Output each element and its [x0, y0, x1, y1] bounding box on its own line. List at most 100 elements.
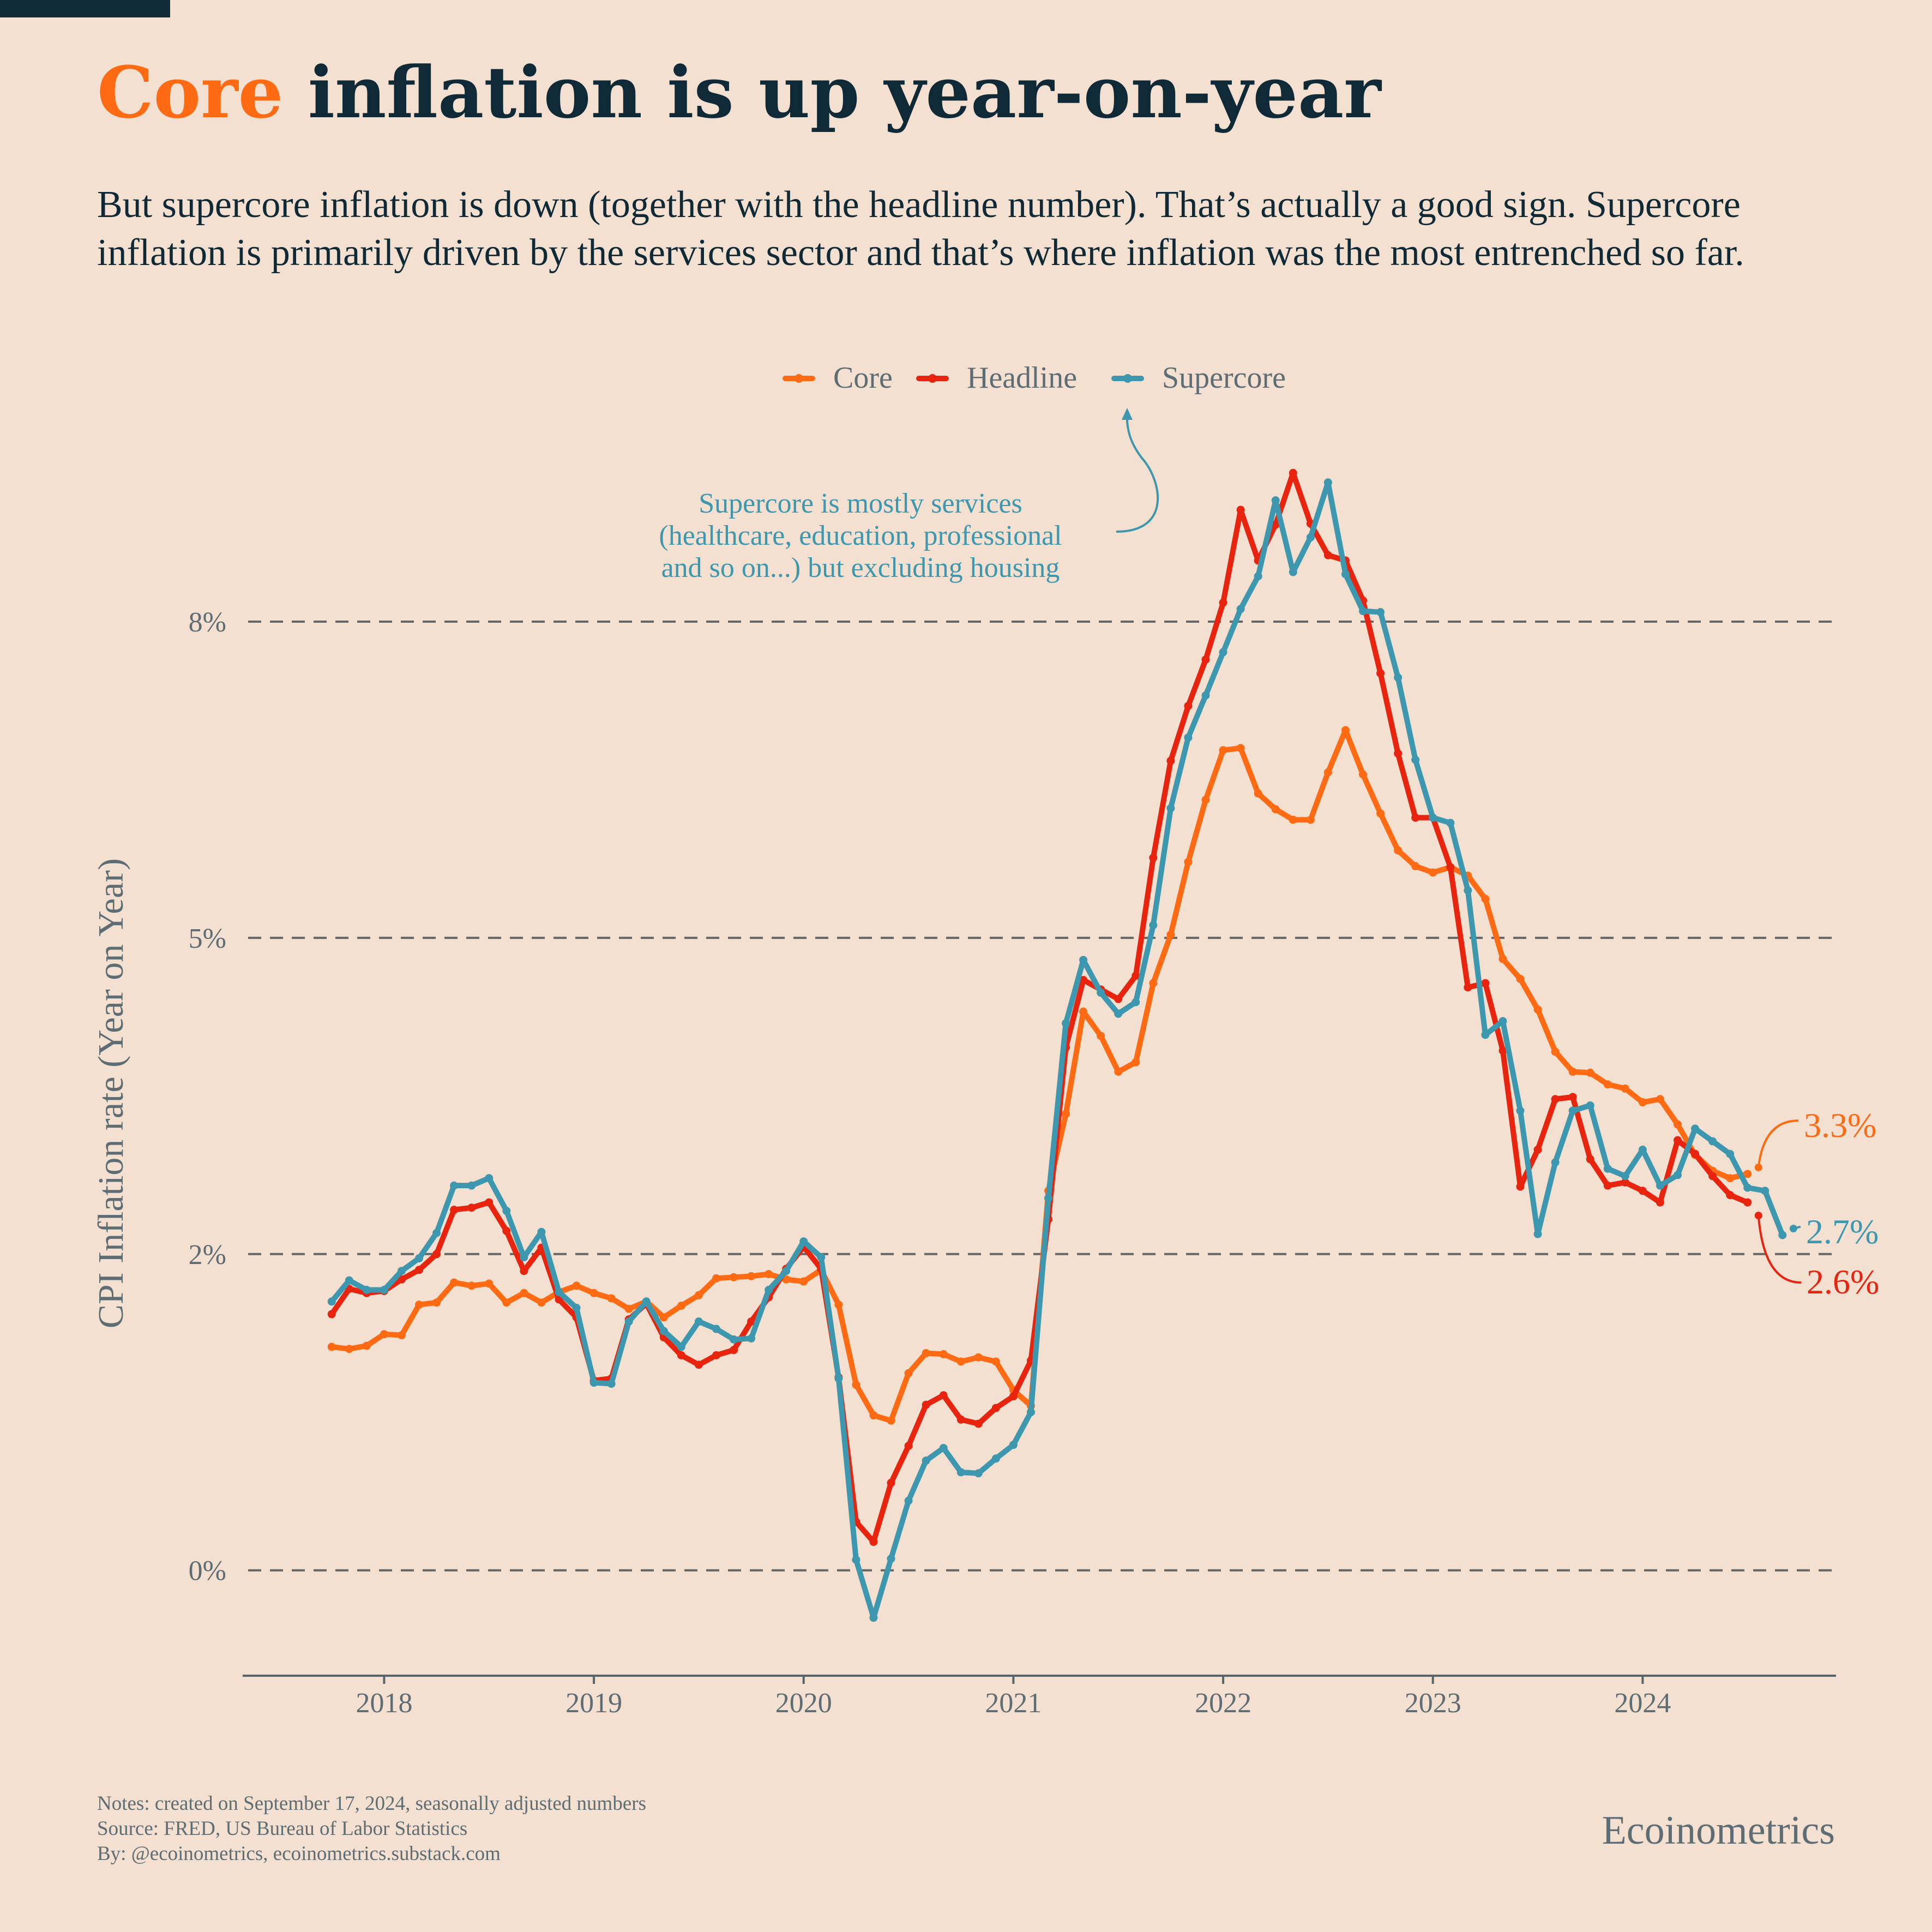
- data-point-core: [520, 1289, 528, 1297]
- data-point-supercore: [1551, 1158, 1560, 1167]
- data-point-headline: [1131, 971, 1140, 980]
- data-point-headline: [956, 1415, 965, 1424]
- data-point-supercore: [1568, 1106, 1577, 1115]
- data-point-core: [1149, 979, 1158, 988]
- data-point-core: [1638, 1098, 1647, 1106]
- data-point-supercore: [1044, 1194, 1053, 1202]
- data-point-core: [922, 1349, 930, 1357]
- data-point-supercore: [1079, 955, 1088, 964]
- x-tick-labels: 2018 2019 2020 2021 2022 2023 2024: [356, 1676, 1671, 1719]
- series-lines: [327, 468, 1787, 1622]
- data-point-supercore: [1114, 1009, 1123, 1018]
- data-point-supercore: [1761, 1187, 1770, 1195]
- data-point-headline: [432, 1250, 441, 1259]
- end-arrow-head-headline: [1754, 1212, 1762, 1220]
- data-point-core: [1166, 930, 1175, 939]
- data-point-headline: [1498, 1046, 1507, 1055]
- data-point-supercore: [991, 1454, 1000, 1463]
- title-highlight: Core: [97, 51, 284, 134]
- data-point-supercore: [956, 1468, 965, 1477]
- y-tick-label: 0%: [189, 1556, 226, 1587]
- data-point-core: [1184, 858, 1193, 866]
- data-point-headline: [397, 1275, 406, 1284]
- data-point-supercore: [1638, 1145, 1647, 1154]
- data-point-supercore: [1481, 1031, 1490, 1039]
- top-accent-bar: [0, 0, 170, 17]
- data-point-core: [712, 1274, 720, 1283]
- y-tick-label: 8%: [189, 607, 226, 638]
- data-point-core: [1603, 1080, 1612, 1089]
- x-tick-label: 2024: [1614, 1688, 1671, 1719]
- data-point-core: [765, 1270, 773, 1279]
- data-point-core: [415, 1301, 424, 1309]
- data-point-headline: [1394, 749, 1403, 758]
- y-tick-labels: 0% 2% 5% 8%: [189, 607, 226, 1587]
- data-point-supercore: [1533, 1230, 1542, 1238]
- data-point-headline: [1079, 976, 1088, 984]
- data-point-supercore: [1289, 568, 1297, 576]
- data-point-core: [747, 1272, 756, 1280]
- data-point-core: [1411, 862, 1420, 870]
- data-point-supercore: [1131, 998, 1140, 1007]
- legend: Core Headline Supercore: [783, 361, 1286, 395]
- data-point-headline: [1411, 814, 1420, 822]
- data-point-supercore: [922, 1456, 930, 1465]
- data-point-core: [432, 1298, 441, 1307]
- data-point-core: [834, 1301, 843, 1309]
- series-supercore: [327, 478, 1787, 1622]
- data-point-core: [467, 1281, 476, 1290]
- data-point-headline: [1323, 551, 1332, 559]
- legend-label-core: Core: [833, 361, 893, 395]
- x-tick-label: 2021: [985, 1688, 1042, 1719]
- data-point-headline: [1533, 1145, 1542, 1154]
- data-point-core: [1114, 1067, 1123, 1076]
- series-line-supercore: [329, 479, 1785, 1621]
- x-tick-label: 2023: [1405, 1688, 1461, 1719]
- data-point-core: [799, 1277, 808, 1286]
- data-point-supercore: [1097, 988, 1105, 997]
- data-point-core: [1516, 974, 1525, 983]
- data-point-core: [1551, 1048, 1560, 1056]
- data-point-headline: [450, 1206, 459, 1214]
- data-point-supercore: [694, 1317, 703, 1326]
- data-point-core: [450, 1278, 459, 1287]
- annotation-line: (healthcare, education, professional: [659, 520, 1062, 551]
- data-point-core: [1621, 1084, 1629, 1093]
- data-point-core: [397, 1331, 406, 1340]
- data-point-supercore: [730, 1335, 738, 1344]
- data-point-core: [1498, 955, 1507, 964]
- data-point-supercore: [765, 1286, 773, 1295]
- data-point-core: [1079, 1007, 1088, 1016]
- data-point-headline: [747, 1317, 756, 1326]
- byline-text: By: @ecoinometrics, ecoinometrics.substa…: [97, 1843, 501, 1865]
- data-point-supercore: [852, 1555, 860, 1564]
- data-point-headline: [1551, 1095, 1560, 1104]
- data-point-supercore: [1026, 1408, 1035, 1417]
- data-point-core: [1674, 1120, 1682, 1129]
- data-point-core: [1236, 744, 1245, 753]
- data-point-supercore: [362, 1286, 371, 1295]
- data-point-core: [1394, 846, 1403, 854]
- data-point-headline: [1621, 1178, 1629, 1187]
- data-point-core: [1254, 789, 1262, 798]
- data-point-core: [939, 1350, 948, 1358]
- legend-label-supercore: Supercore: [1162, 361, 1286, 395]
- chart-title: Core inflation is up year-on-year: [97, 49, 1381, 136]
- data-point-supercore: [642, 1297, 651, 1306]
- data-point-supercore: [1464, 886, 1472, 895]
- data-point-supercore: [712, 1325, 720, 1333]
- data-point-supercore: [607, 1380, 616, 1388]
- data-point-headline: [922, 1400, 930, 1409]
- data-point-headline: [1114, 995, 1123, 1003]
- data-point-headline: [1149, 853, 1158, 862]
- data-point-headline: [939, 1391, 948, 1400]
- title-rest: inflation is up year-on-year: [283, 51, 1381, 134]
- data-point-supercore: [1411, 755, 1420, 764]
- data-point-headline: [694, 1361, 703, 1369]
- data-point-supercore: [485, 1174, 493, 1183]
- data-point-supercore: [1359, 607, 1368, 616]
- data-point-core: [1131, 1058, 1140, 1067]
- data-point-supercore: [345, 1276, 353, 1285]
- data-point-core: [1323, 768, 1332, 777]
- data-point-supercore: [677, 1343, 685, 1351]
